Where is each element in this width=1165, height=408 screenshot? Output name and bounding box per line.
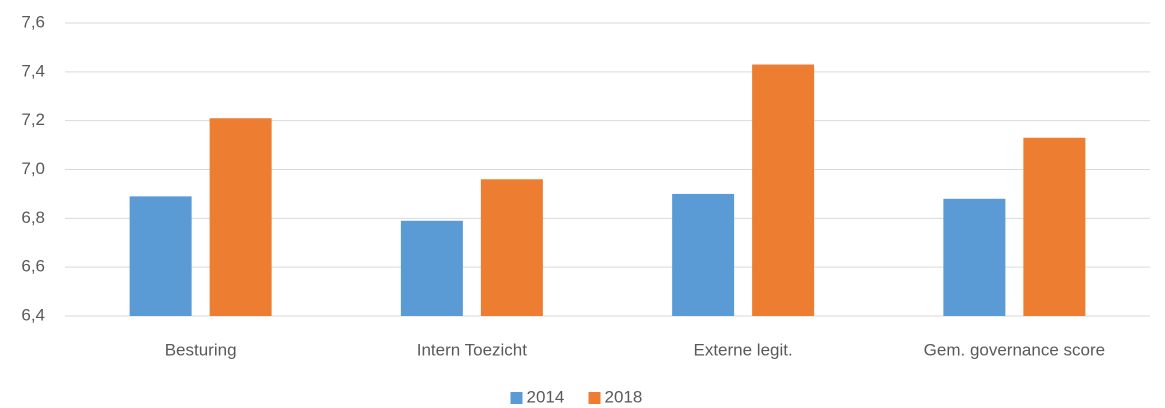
bar xyxy=(752,64,815,316)
y-tick-label: 7,2 xyxy=(21,110,45,129)
legend-swatch xyxy=(588,392,601,404)
legend-label: 2018 xyxy=(605,387,643,406)
bar xyxy=(943,198,1006,316)
y-tick-label: 7,0 xyxy=(21,159,45,178)
legend-swatch xyxy=(510,392,523,404)
y-tick-label: 6,8 xyxy=(21,208,45,227)
x-tick-label: Intern Toezicht xyxy=(417,340,528,359)
bar xyxy=(672,193,735,316)
bar xyxy=(400,220,463,316)
x-tick-label: Gem. governance score xyxy=(924,340,1105,359)
bar xyxy=(480,179,543,316)
bar xyxy=(129,196,192,316)
x-tick-label: Externe legit. xyxy=(694,340,793,359)
x-tick-label: Besturing xyxy=(165,340,237,359)
bar xyxy=(1023,137,1086,316)
y-tick-label: 7,4 xyxy=(21,61,45,80)
y-tick-label: 7,6 xyxy=(21,12,45,31)
y-tick-label: 6,4 xyxy=(21,305,45,324)
legend-label: 2014 xyxy=(527,387,565,406)
y-tick-label: 6,6 xyxy=(21,257,45,276)
bar xyxy=(209,118,272,316)
